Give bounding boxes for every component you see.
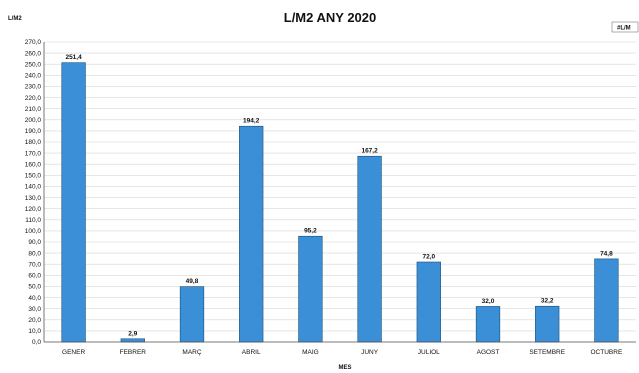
category-label: GENER: [62, 349, 85, 356]
y-tick-label: 240,0: [25, 73, 42, 80]
y-tick-label: 100,0: [25, 228, 42, 235]
bars: [61, 62, 619, 343]
y-tick-label: 150,0: [25, 173, 42, 180]
y-axis-ticks: 0,0 10,0 20,0 30,0 40,0 50,0 60,0 70,0 80,0 90,0 1…: [25, 39, 42, 346]
y-tick-label: 20,0: [28, 317, 41, 324]
category-label: OCTUBRE: [591, 349, 623, 356]
bar: [61, 62, 86, 343]
legend: #L/M: [611, 21, 639, 33]
y-axis-label: L/M2: [8, 16, 22, 22]
data-label: 32,0: [482, 298, 495, 305]
y-tick-label: 180,0: [25, 139, 42, 146]
y-tick-label: 120,0: [25, 206, 42, 213]
y-tick-label: 250,0: [25, 61, 42, 68]
y-tick-label: 90,0: [28, 239, 41, 246]
data-label: 251,4: [65, 54, 82, 61]
chart-title: L/M2 ANY 2020: [284, 10, 377, 25]
category-label: SETEMBRE: [529, 349, 565, 356]
bar: [594, 258, 619, 343]
gridlines: [44, 41, 636, 343]
category-label: FEBRER: [120, 349, 147, 356]
y-tick-label: 70,0: [28, 261, 41, 268]
y-tick-label: 40,0: [28, 295, 41, 302]
data-label: 2,9: [128, 330, 137, 337]
y-tick-label: 10,0: [28, 328, 41, 335]
category-label: ABRIL: [242, 349, 261, 356]
y-tick-label: 140,0: [25, 184, 42, 191]
bar: [357, 155, 382, 343]
y-tick-label: 60,0: [28, 273, 41, 280]
category-label: JULIOL: [418, 349, 440, 356]
y-tick-label: 160,0: [25, 161, 42, 168]
bar: [535, 305, 560, 343]
data-label: 74,8: [600, 250, 613, 257]
x-axis-label: MES: [338, 365, 351, 371]
x-axis-categories: GENER FEBRER MARÇ ABRIL MAIG JUNY JULIOL AGOST S…: [62, 349, 623, 356]
y-tick-label: 270,0: [25, 39, 42, 46]
data-label: 95,2: [304, 228, 317, 235]
bar: [475, 306, 501, 343]
bar: [239, 125, 264, 343]
y-tick-label: 260,0: [25, 50, 42, 57]
bar: [416, 261, 441, 343]
y-tick-label: 130,0: [25, 195, 42, 202]
legend-label: #L/M: [617, 26, 631, 32]
y-tick-label: 190,0: [25, 128, 42, 135]
data-label: 49,8: [186, 278, 199, 285]
y-tick-label: 170,0: [25, 150, 42, 157]
y-tick-label: 30,0: [28, 306, 41, 313]
y-tick-label: 50,0: [28, 284, 41, 291]
category-label: MAIG: [302, 349, 319, 356]
y-tick-label: 200,0: [25, 117, 42, 124]
y-tick-label: 0,0: [32, 339, 41, 346]
y-tick-label: 110,0: [25, 217, 41, 224]
data-labels: 251,4 2,9 49,8 194,2 95,2 167,2 72,0 32,0 32,2 74…: [65, 54, 613, 337]
category-label: AGOST: [477, 349, 500, 356]
y-tick-label: 220,0: [25, 95, 42, 102]
y-tick-label: 210,0: [25, 106, 42, 113]
bar: [179, 286, 205, 343]
bar: [298, 235, 323, 343]
y-tick-label: 80,0: [28, 250, 41, 257]
data-label: 194,2: [243, 118, 260, 125]
data-label: 72,0: [422, 254, 435, 261]
category-label: JUNY: [361, 349, 379, 356]
category-label: MARÇ: [182, 349, 201, 356]
data-label: 32,2: [541, 298, 554, 305]
legend-box: [611, 21, 639, 33]
bar: [120, 338, 145, 343]
data-label: 167,2: [361, 148, 378, 155]
y-tick-label: 230,0: [25, 84, 42, 91]
